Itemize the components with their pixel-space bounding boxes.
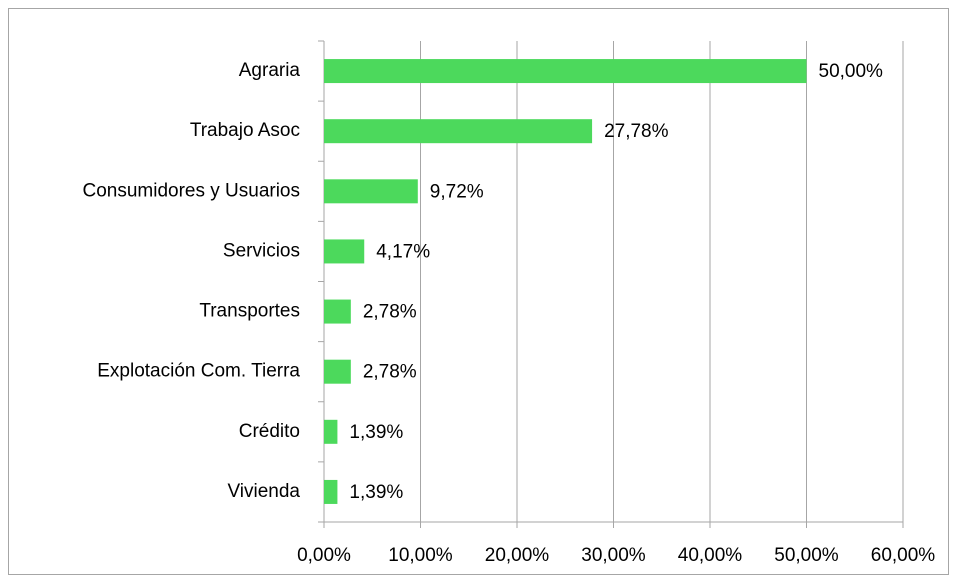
value-label: 2,78% [363, 362, 417, 383]
value-label: 9,72% [430, 181, 484, 202]
y-tick-label: Explotación Com. Tierra [97, 361, 300, 382]
x-tick-label: 60,00% [871, 545, 936, 566]
value-label: 27,78% [604, 121, 669, 142]
x-tick-label: 50,00% [774, 545, 839, 566]
x-tick-label: 40,00% [678, 545, 743, 566]
value-label: 50,00% [819, 61, 884, 82]
x-tick-label: 0,00% [297, 545, 351, 566]
y-tick-label: Crédito [239, 421, 300, 442]
value-label: 2,78% [363, 302, 417, 323]
value-label: 1,39% [349, 422, 403, 443]
value-label: 1,39% [349, 482, 403, 503]
bar [324, 59, 807, 84]
x-tick-label: 10,00% [388, 545, 453, 566]
bar [324, 179, 418, 204]
bar [324, 119, 593, 144]
y-tick-label: Agraria [239, 60, 301, 81]
bar [324, 359, 351, 384]
y-tick-label: Trabajo Asoc [190, 120, 300, 141]
bar [324, 299, 351, 324]
y-tick-label: Servicios [223, 240, 300, 261]
x-tick-label: 30,00% [581, 545, 646, 566]
x-tick-label: 20,00% [485, 545, 550, 566]
y-tick-label: Transportes [199, 301, 300, 322]
chart-frame [8, 8, 949, 575]
y-tick-label: Consumidores y Usuarios [82, 180, 300, 201]
value-label: 4,17% [376, 241, 430, 262]
y-tick-label: Vivienda [227, 481, 300, 502]
bar [324, 479, 338, 504]
bar [324, 239, 365, 264]
bar [324, 419, 338, 444]
